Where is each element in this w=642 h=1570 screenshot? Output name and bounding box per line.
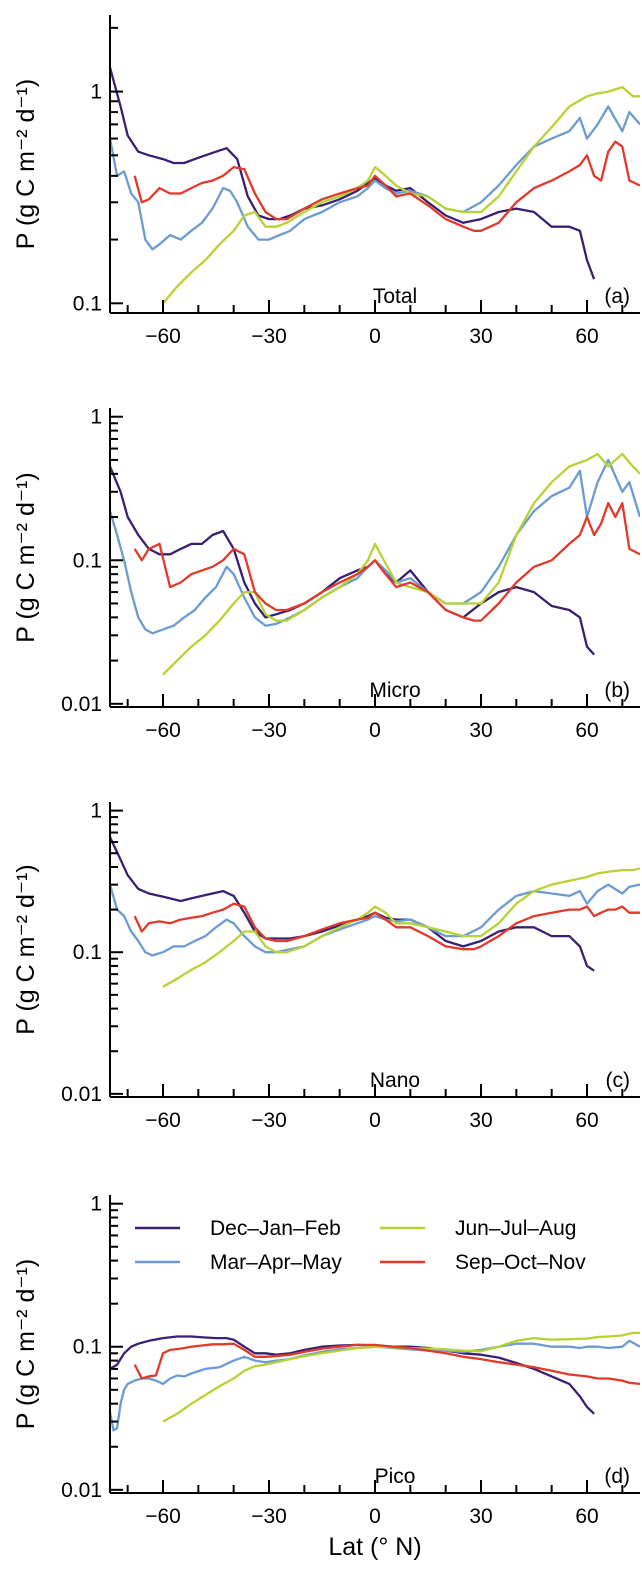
series-line-4 <box>133 140 640 232</box>
series-line-1 <box>110 1335 595 1415</box>
legend-label: Jun–Jul–Aug <box>455 1217 576 1240</box>
y-tick-label: 0.01 <box>61 693 102 716</box>
x-tick-label: 30 <box>469 1505 492 1528</box>
y-tick-label: 1 <box>90 800 102 823</box>
panel-letter-label: (d) <box>604 1465 630 1488</box>
y-tick-label: 1 <box>90 81 102 104</box>
legend-label: Dec–Jan–Feb <box>210 1217 341 1240</box>
x-tick-label: −60 <box>145 1505 181 1528</box>
series-group <box>110 836 640 988</box>
panel-name-label: Micro <box>369 679 420 702</box>
series-line-4 <box>133 902 640 951</box>
y-tick-label: 0.1 <box>73 941 102 964</box>
y-tick-label: 0.1 <box>73 1336 102 1359</box>
x-tick-label: 60 <box>575 1505 598 1528</box>
series-line-4 <box>133 501 640 622</box>
series-group <box>110 67 640 305</box>
panel-1: −60 −30 0 30 60 1 0.1 P (g C m⁻² d⁻¹) Total (a) <box>12 15 640 348</box>
panel-2: −60 −30 0 30 60 1 0.1 0.01 P (g C m⁻² d⁻¹) Micro (… <box>12 406 640 742</box>
legend: Dec–Jan–Feb Mar–Apr–May Jun–Jul–Aug Sep–Oct… <box>135 1217 586 1274</box>
x-tick-label: 60 <box>575 325 598 348</box>
x-tick-label: 60 <box>575 719 598 742</box>
x-tick-label: 30 <box>469 1109 492 1132</box>
x-tick-label: −30 <box>251 325 287 348</box>
x-tick-label: 30 <box>469 719 492 742</box>
series-line-3 <box>162 452 640 676</box>
series-line-1 <box>110 836 595 972</box>
x-axis-title: Lat (° N) <box>328 1533 421 1561</box>
legend-label: Sep–Oct–Nov <box>455 1251 586 1274</box>
panel-name-label: Pico <box>375 1465 416 1488</box>
panel-name-label: Total <box>373 285 417 308</box>
y-axis-title: P (g C m⁻² d⁻¹) <box>12 472 40 642</box>
series-line-1 <box>110 67 596 280</box>
y-axis-title: P (g C m⁻² d⁻¹) <box>12 79 40 249</box>
x-tick-label: 30 <box>469 325 492 348</box>
x-tick-label: −30 <box>251 719 287 742</box>
y-tick-label: 1 <box>90 406 102 429</box>
x-tick-label: −30 <box>251 1505 287 1528</box>
legend-label: Mar–Apr–May <box>210 1251 342 1274</box>
y-tick-label: 0.1 <box>73 292 102 315</box>
panel-letter-label: (b) <box>604 679 630 702</box>
series-line-1 <box>110 466 595 656</box>
series-group <box>110 1331 640 1432</box>
panel-4: −60 −30 0 30 60 1 0.1 0.01 P (g C m⁻² d⁻¹) Pico (d… <box>12 1193 640 1528</box>
x-tick-label: −60 <box>145 719 181 742</box>
panel-name-label: Nano <box>370 1069 420 1092</box>
x-tick-label: −30 <box>251 1109 287 1132</box>
y-tick-label: 1 <box>90 1193 102 1216</box>
y-tick-label: 0.01 <box>61 1479 102 1502</box>
y-tick-label: 0.1 <box>73 549 102 572</box>
series-line-2 <box>110 105 640 251</box>
panel-3: −60 −30 0 30 60 1 0.1 0.01 P (g C m⁻² d⁻¹) Nano (c… <box>12 800 640 1132</box>
y-axis-title: P (g C m⁻² d⁻¹) <box>12 864 40 1034</box>
panel-letter-label: (c) <box>606 1069 631 1092</box>
series-line-2 <box>110 883 640 957</box>
x-tick-label: −60 <box>145 325 181 348</box>
series-line-4 <box>133 1342 640 1386</box>
panel-letter-label: (a) <box>604 285 630 308</box>
x-tick-label: 0 <box>369 1109 381 1132</box>
y-tick-label: 0.01 <box>61 1083 102 1106</box>
series-line-3 <box>162 867 640 988</box>
series-line-2 <box>110 1339 640 1432</box>
y-axis-title: P (g C m⁻² d⁻¹) <box>12 1259 40 1429</box>
series-line-3 <box>162 85 640 305</box>
x-tick-label: 0 <box>369 719 381 742</box>
x-tick-label: 0 <box>369 325 381 348</box>
x-tick-label: 60 <box>575 1109 598 1132</box>
x-tick-label: 0 <box>369 1505 381 1528</box>
x-tick-label: −60 <box>145 1109 181 1132</box>
series-group <box>110 452 640 676</box>
